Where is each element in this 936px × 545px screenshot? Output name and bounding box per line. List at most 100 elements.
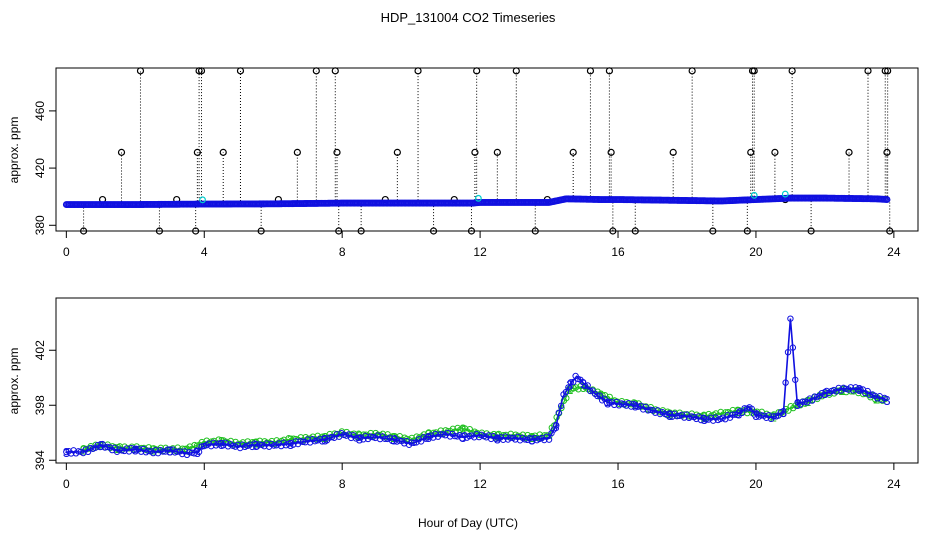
series-point-3 bbox=[854, 386, 862, 393]
top-x-tick-label: 0 bbox=[63, 245, 70, 259]
top-x-tick-label: 12 bbox=[473, 245, 487, 259]
bottom-panel: approx. ppm 0 4 8 12 16 20 24 394 398 402 2 2 2 2 2 2… bbox=[7, 297, 919, 491]
outlier-point bbox=[236, 67, 245, 75]
series-point-3 bbox=[545, 436, 553, 443]
series-point-3 bbox=[792, 376, 799, 383]
outlier-point bbox=[471, 148, 479, 156]
outlier-point bbox=[155, 227, 164, 235]
top-x-axis: 0 4 8 12 16 20 24 bbox=[63, 231, 901, 259]
series-glyph-3: 3 bbox=[132, 442, 139, 457]
series-point-3 bbox=[758, 412, 765, 419]
series-glyph-3: 3 bbox=[218, 437, 225, 452]
outlier-point bbox=[117, 148, 126, 156]
series-glyph-2: 2 bbox=[218, 434, 225, 449]
outlier-point bbox=[293, 148, 301, 156]
series-point-3 bbox=[553, 422, 560, 429]
top-y-tick-label: 420 bbox=[33, 158, 47, 178]
outlier-point bbox=[881, 67, 889, 75]
highlight-point bbox=[781, 190, 789, 198]
outlier-point bbox=[195, 67, 203, 75]
series-glyph-3: 3 bbox=[194, 445, 201, 460]
series-glyph-3: 3 bbox=[794, 397, 801, 412]
outlier-point bbox=[743, 227, 751, 235]
outlier-point bbox=[257, 227, 265, 235]
outlier-point bbox=[864, 67, 872, 75]
series-glyph-2: 2 bbox=[459, 422, 466, 437]
series-glyph-3: 3 bbox=[580, 376, 587, 391]
series-glyph-3: 3 bbox=[425, 430, 432, 445]
series-glyph-3: 3 bbox=[666, 408, 673, 423]
series-glyph-2: 2 bbox=[632, 397, 639, 412]
outlier-point bbox=[569, 148, 577, 156]
outlier-point bbox=[197, 67, 206, 75]
outlier-point bbox=[605, 67, 614, 75]
series-glyph-2: 2 bbox=[80, 442, 87, 457]
series-point-2 bbox=[191, 441, 198, 449]
outlier-point bbox=[747, 148, 755, 156]
series-point-3 bbox=[396, 437, 403, 444]
series-glyph-2: 2 bbox=[321, 430, 328, 445]
outlier-point bbox=[883, 148, 891, 156]
series-glyph-3: 3 bbox=[494, 431, 501, 446]
bottom-y-tick-label: 402 bbox=[33, 340, 47, 360]
series-glyph-3: 3 bbox=[552, 419, 559, 434]
series-glyph-2: 2 bbox=[597, 387, 604, 402]
bottom-plot-frame bbox=[55, 297, 919, 464]
series-glyph-3: 3 bbox=[883, 393, 890, 408]
series-point-3 bbox=[881, 394, 888, 402]
top-y-axis: 380 420 460 bbox=[33, 101, 56, 235]
outlier-point bbox=[688, 67, 696, 75]
outlier-point bbox=[512, 67, 520, 75]
top-plot-marks bbox=[62, 67, 894, 235]
chart-title: HDP_131004 CO2 Timeseries bbox=[381, 10, 556, 25]
outlier-point bbox=[331, 67, 339, 75]
outlier-point bbox=[807, 227, 815, 235]
bottom-y-axis: 394 398 402 bbox=[33, 340, 56, 470]
series-point-2 bbox=[459, 425, 466, 432]
series-point-3 bbox=[584, 382, 591, 389]
outlier-point bbox=[429, 227, 438, 235]
top-x-tick-label: 24 bbox=[887, 245, 901, 259]
series-point-3 bbox=[782, 379, 789, 386]
series-glyph-2: 2 bbox=[873, 391, 880, 406]
bottom-y-tick-label: 394 bbox=[33, 450, 47, 470]
series-point-3 bbox=[104, 443, 111, 451]
series-point-3 bbox=[731, 411, 739, 418]
series-point-3 bbox=[195, 448, 203, 456]
series-glyph-3: 3 bbox=[566, 378, 573, 393]
outlier-point bbox=[609, 227, 617, 235]
outlier-point bbox=[709, 227, 717, 235]
series-glyph-3: 3 bbox=[632, 398, 639, 413]
outlier-point bbox=[884, 67, 892, 75]
series-glyph-3: 3 bbox=[252, 438, 259, 453]
top-plot-frame bbox=[55, 67, 919, 232]
series-point-3 bbox=[779, 410, 787, 418]
outlier-point bbox=[79, 227, 88, 235]
highlight-point bbox=[199, 196, 206, 204]
bottom-x-tick-label: 20 bbox=[749, 477, 763, 491]
series-point-3 bbox=[784, 348, 792, 356]
outlier-point bbox=[531, 227, 539, 235]
bottom-x-tick-label: 16 bbox=[611, 477, 625, 491]
outlier-point bbox=[473, 67, 481, 75]
series-glyph-2: 2 bbox=[390, 430, 397, 445]
series-point-3 bbox=[799, 398, 806, 406]
outlier-point bbox=[750, 67, 758, 75]
series-glyph-3: 3 bbox=[97, 438, 104, 453]
bottom-x-tick-label: 12 bbox=[473, 477, 487, 491]
series-point-3 bbox=[555, 409, 562, 417]
bottom-x-tick-label: 24 bbox=[887, 477, 901, 491]
series-point-3 bbox=[101, 444, 109, 451]
series-glyph-3: 3 bbox=[752, 408, 759, 423]
top-y-axis-label: approx. ppm bbox=[7, 117, 21, 184]
series-point-3 bbox=[570, 378, 577, 386]
top-x-tick-label: 4 bbox=[201, 245, 208, 259]
series-point-3 bbox=[789, 344, 797, 351]
outlier-point bbox=[886, 227, 894, 235]
outlier-point bbox=[631, 227, 639, 235]
series-point-3 bbox=[857, 386, 864, 393]
outlier-point bbox=[219, 148, 227, 156]
series-glyph-3: 3 bbox=[63, 445, 70, 460]
series-point-3 bbox=[594, 392, 601, 400]
